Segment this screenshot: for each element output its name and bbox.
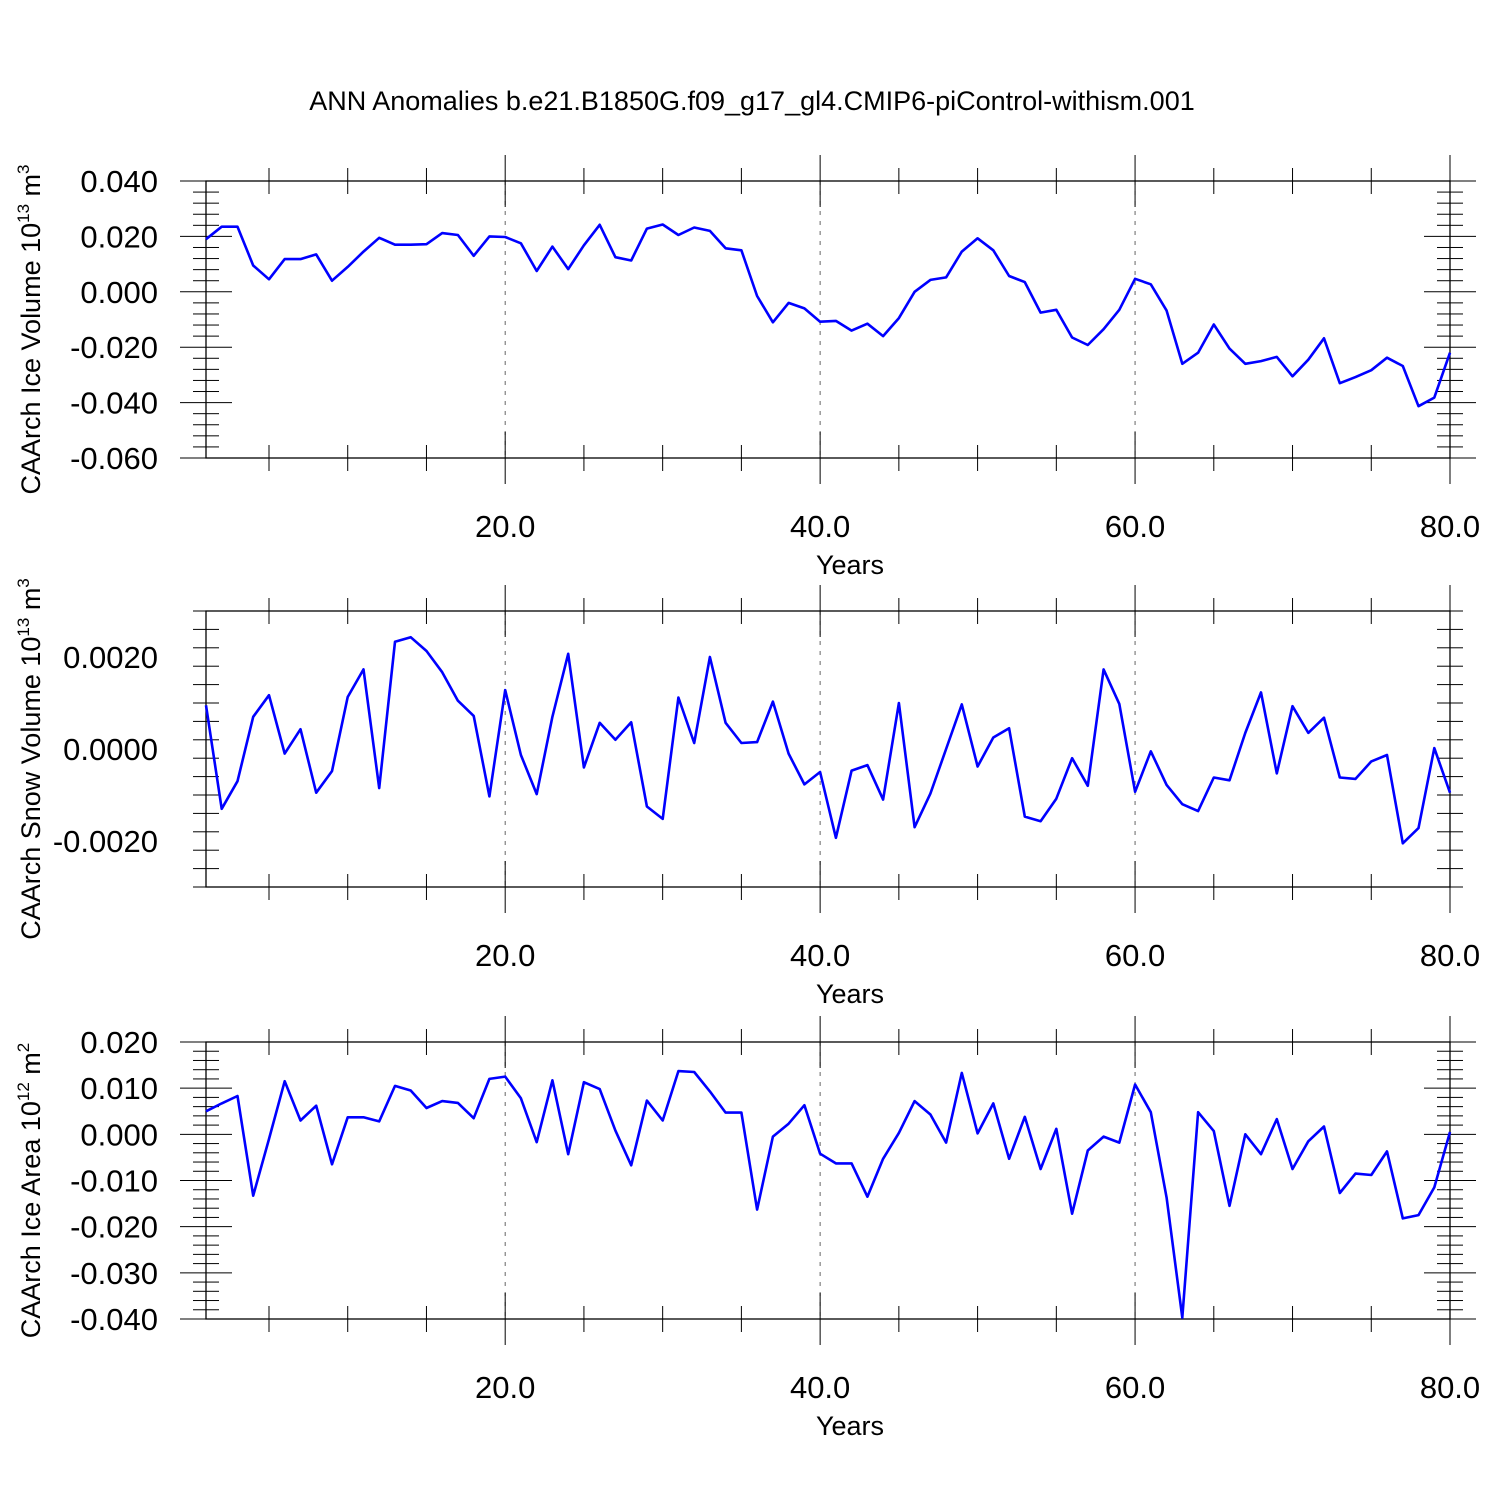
y-tick-label: 0.010 [80,1071,158,1106]
y-axis-title: CAArch Ice Area 1012 m2 [14,1043,46,1339]
y-tick-label: 0.0000 [63,732,158,767]
y-tick-label: 0.000 [80,1117,158,1152]
series-line [205,1069,1452,1319]
x-axis-title: Years [816,550,884,580]
y-axis-title: CAArch Ice Volume 1013 m3 [14,164,46,494]
plot-frame [205,610,1451,888]
y-tick-label: -0.0020 [53,824,158,859]
x-tick-label: 80.0 [1420,938,1480,973]
x-tick-label: 40.0 [790,1370,850,1405]
y-tick-label: 0.0020 [63,640,158,675]
y-tick-label: -0.040 [70,1302,158,1337]
y-tick-label: 0.020 [80,219,158,254]
panels: 20.0 40.0 60.0 80.0 0.040 0.020 0.000 -0.020 -0.… [14,155,1480,1441]
x-axis-title: Years [816,979,884,1009]
x-tick-label: 20.0 [475,1370,535,1405]
y-tick-label: 0.040 [80,164,158,199]
x-tick-label: 60.0 [1105,1370,1165,1405]
chart-panel-1: 20.0 40.0 60.0 80.0 0.040 0.020 0.000 -0.020 -0.… [14,155,1480,580]
chart-title: ANN Anomalies b.e21.B1850G.f09_g17_gl4.C… [309,86,1194,116]
series-line [204,635,1452,845]
x-tick-label: 80.0 [1420,1370,1480,1405]
plot-frame [205,180,1451,459]
chart-panel-3: 20.0 40.0 60.0 80.0 0.020 0.010 0.000 -0.010 -0.… [14,1016,1480,1441]
x-tick-label: 20.0 [475,509,535,544]
y-tick-label: 0.020 [80,1025,158,1060]
x-axis-title: Years [816,1411,884,1441]
series-line [205,223,1452,408]
plot-frame [205,1041,1451,1320]
y-tick-label: -0.030 [70,1256,158,1291]
x-tick-label: 60.0 [1105,938,1165,973]
x-tick-label: 60.0 [1105,509,1165,544]
x-tick-label: 40.0 [790,509,850,544]
y-tick-label: -0.020 [70,330,158,365]
y-tick-label: -0.020 [70,1210,158,1245]
y-tick-label: -0.060 [70,441,158,476]
x-tick-label: 80.0 [1420,509,1480,544]
x-tick-label: 40.0 [790,938,850,973]
x-tick-label: 20.0 [475,938,535,973]
y-tick-label: -0.010 [70,1164,158,1199]
y-axis-title: CAArch Snow Volume 1013 m3 [14,578,46,940]
y-tick-label: 0.000 [80,275,158,310]
y-tick-label: -0.040 [70,386,158,421]
chart-panel-2: 20.0 40.0 60.0 80.0 0.0020 0.0000 -0.0020 Years… [14,578,1480,1009]
